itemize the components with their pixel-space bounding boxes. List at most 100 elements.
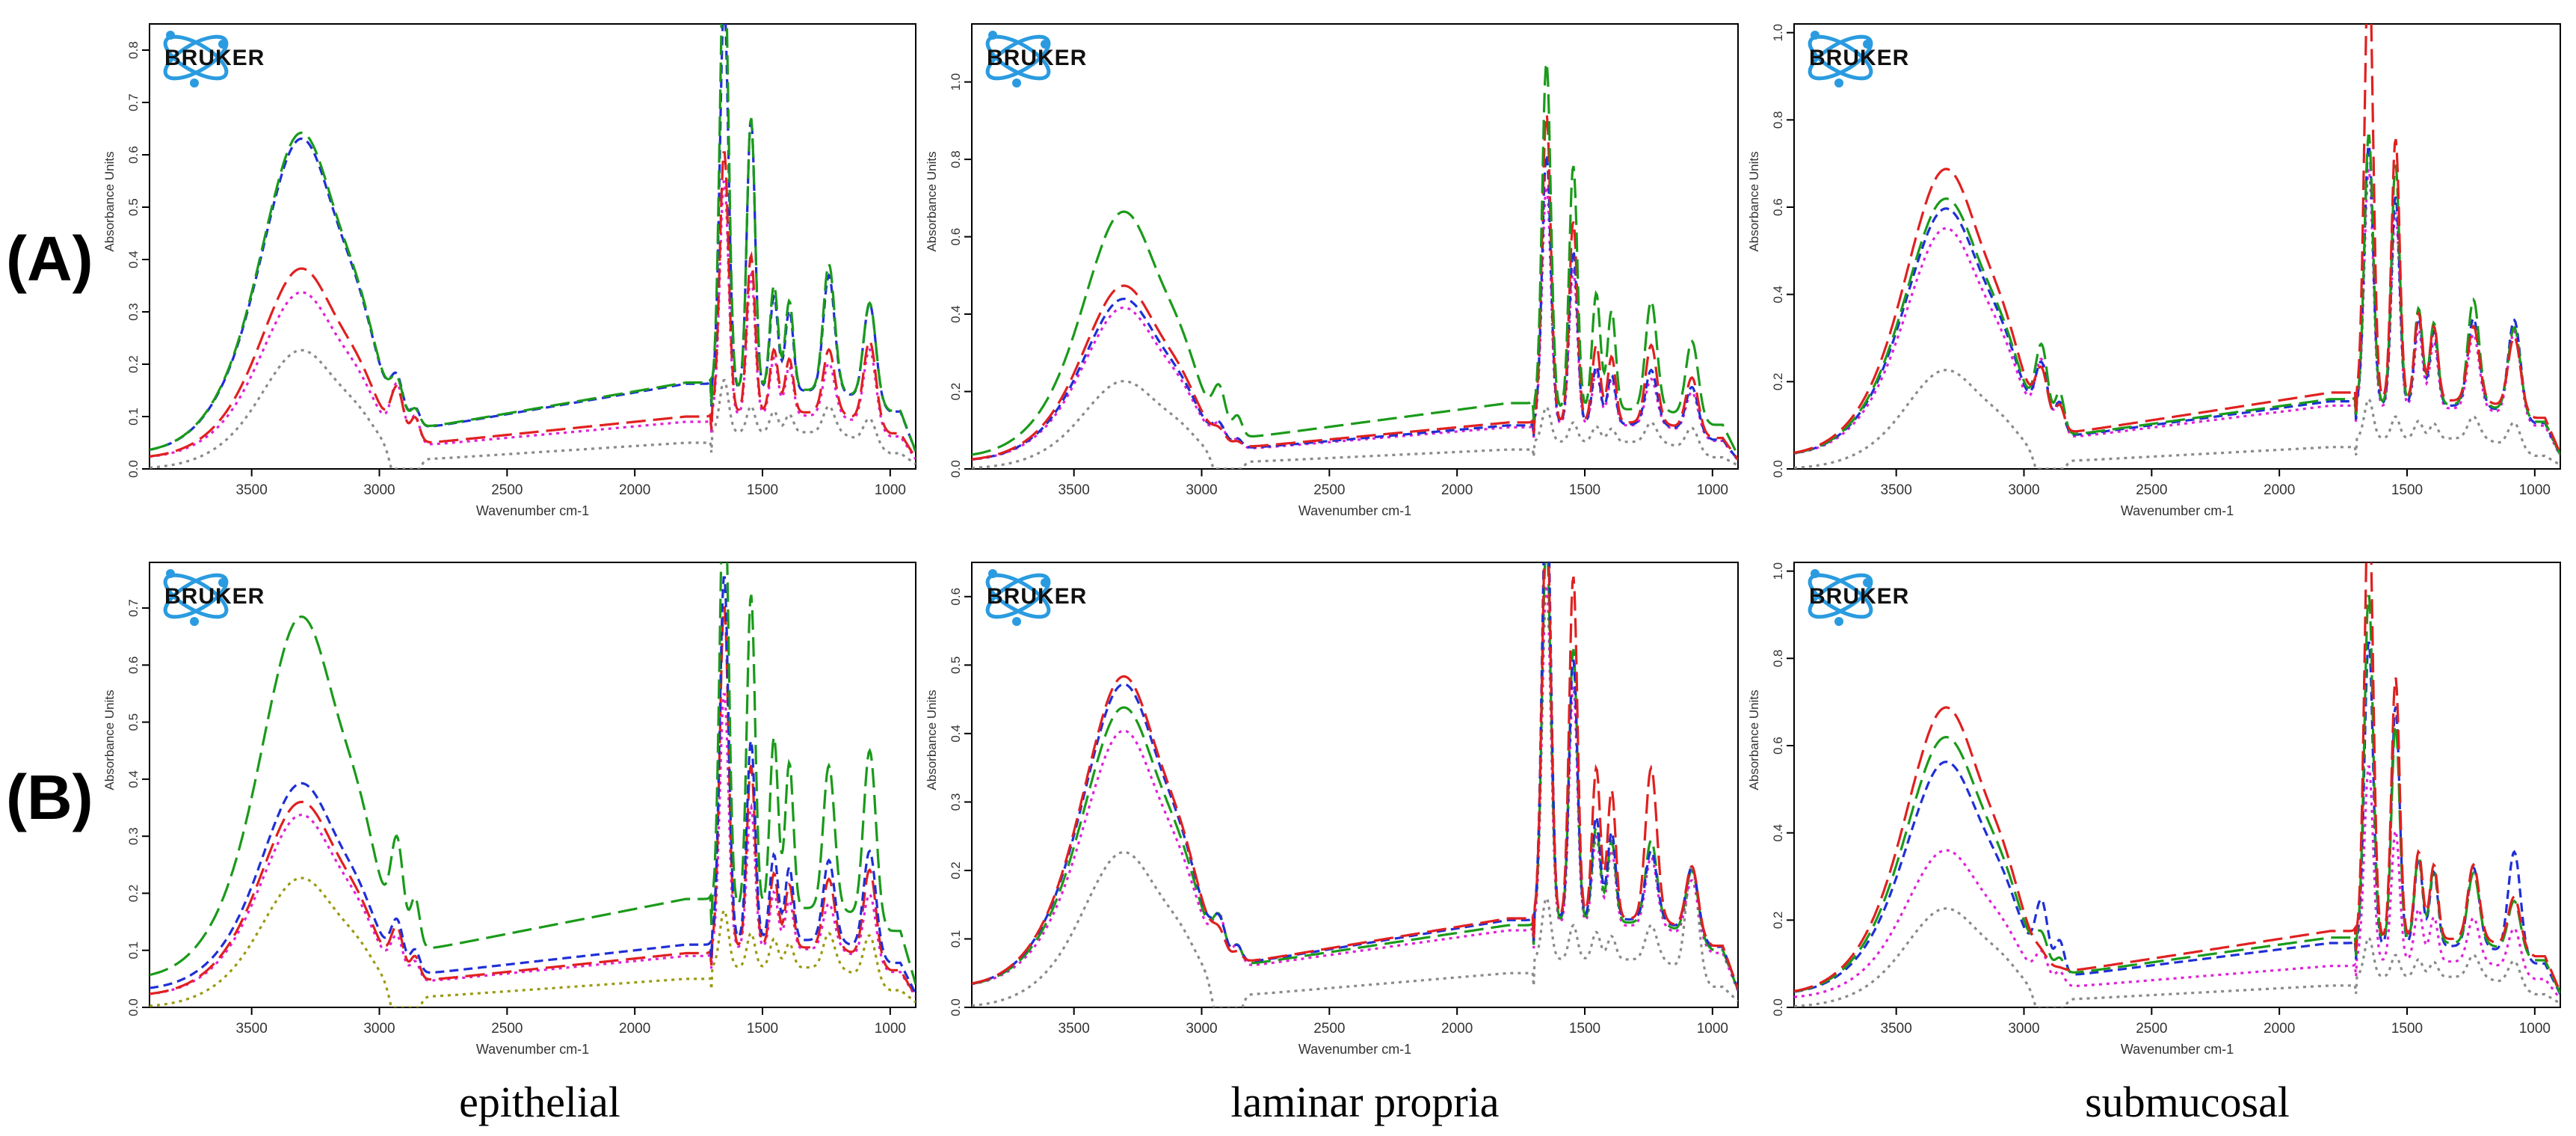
x-tick-label: 3500 bbox=[1881, 482, 1912, 498]
y-tick-label: 0.4 bbox=[126, 251, 141, 268]
column-label-epithelial: epithelial bbox=[459, 1078, 620, 1126]
bruker-logo-text: BRUKER bbox=[987, 584, 1087, 609]
y-tick-label: 0.0 bbox=[949, 998, 963, 1016]
x-tick-label: 3000 bbox=[2008, 1021, 2039, 1037]
x-tick-label: 2000 bbox=[1441, 1021, 1473, 1037]
y-tick-label: 0.2 bbox=[126, 355, 141, 373]
plot-frame bbox=[149, 23, 916, 470]
y-axis-label: Absorbance Units bbox=[925, 151, 939, 251]
chart-panel-A-submucosal: 3500 3000 2500 2000 1500 1000 Wavenumber cm-1 0… bbox=[1747, 23, 2561, 518]
y-tick-label: 0.6 bbox=[1771, 198, 1785, 216]
x-tick-label: 1500 bbox=[2391, 482, 2423, 498]
y-tick-label: 0.0 bbox=[126, 998, 141, 1016]
chart-panel-B-submucosal: 3500 3000 2500 2000 1500 1000 Wavenumber cm-1 0… bbox=[1747, 562, 2561, 1057]
x-tick-label: 2000 bbox=[2264, 1021, 2295, 1037]
y-tick-label: 1.0 bbox=[949, 73, 963, 91]
series-olive bbox=[150, 876, 916, 1007]
series-red bbox=[1794, 24, 2560, 455]
bruker-logo: BRUKER bbox=[163, 569, 264, 626]
x-tick-label: 2000 bbox=[2264, 482, 2295, 498]
y-tick-label: 0.2 bbox=[126, 885, 141, 903]
x-tick-label: 2000 bbox=[619, 1021, 650, 1037]
y-tick-label: 0.8 bbox=[949, 150, 963, 168]
y-tick-label: 0.5 bbox=[126, 713, 141, 731]
y-tick-label: 0.3 bbox=[126, 827, 141, 845]
series-gray bbox=[1794, 907, 2560, 1007]
x-tick-label: 3500 bbox=[1059, 1021, 1090, 1037]
bruker-logo: BRUKER bbox=[985, 569, 1087, 626]
x-axis-label: Wavenumber cm-1 bbox=[1298, 503, 1411, 518]
y-tick-label: 0.4 bbox=[1771, 286, 1785, 304]
series-green bbox=[150, 562, 916, 985]
x-tick-label: 1000 bbox=[2519, 482, 2551, 498]
x-tick-label: 3500 bbox=[236, 482, 268, 498]
y-axis-label: Absorbance Units bbox=[925, 690, 939, 790]
x-tick-label: 2000 bbox=[1441, 482, 1473, 498]
y-tick-label: 0.4 bbox=[126, 770, 141, 788]
x-axis-label: Wavenumber cm-1 bbox=[2121, 1042, 2234, 1057]
column-label-laminar-propria: laminar propria bbox=[1230, 1078, 1500, 1126]
row-label-b: (B) bbox=[6, 762, 93, 832]
y-tick-label: 0.6 bbox=[126, 656, 141, 674]
bruker-logo-text: BRUKER bbox=[1809, 584, 1909, 609]
series-magenta bbox=[1794, 168, 2560, 457]
x-axis-label: Wavenumber cm-1 bbox=[476, 503, 589, 518]
y-tick-label: 0.5 bbox=[949, 656, 963, 674]
y-tick-label: 0.4 bbox=[1771, 824, 1785, 842]
x-tick-label: 1500 bbox=[747, 482, 778, 498]
y-tick-label: 0.4 bbox=[949, 725, 963, 743]
series-red bbox=[972, 562, 1738, 989]
series-gray bbox=[1794, 369, 2560, 469]
y-tick-label: 0.1 bbox=[126, 942, 141, 960]
x-tick-label: 3500 bbox=[236, 1021, 268, 1037]
chart-panel-B-epithelial: 3500 3000 2500 2000 1500 1000 Wavenumber cm-1 0… bbox=[102, 562, 916, 1057]
plot-frame bbox=[971, 562, 1739, 1008]
plot-frame bbox=[1793, 562, 2561, 1008]
y-tick-label: 0.0 bbox=[1771, 998, 1785, 1016]
y-tick-label: 0.2 bbox=[1771, 373, 1785, 391]
y-tick-label: 0.3 bbox=[949, 793, 963, 811]
y-tick-label: 0.2 bbox=[949, 383, 963, 401]
series-red bbox=[972, 114, 1738, 461]
x-tick-label: 2500 bbox=[491, 1021, 523, 1037]
x-axis-label: Wavenumber cm-1 bbox=[2121, 503, 2234, 518]
x-axis-label: Wavenumber cm-1 bbox=[476, 1042, 589, 1057]
series-red bbox=[150, 606, 916, 997]
y-tick-label: 0.5 bbox=[126, 198, 141, 216]
x-tick-label: 3000 bbox=[2008, 482, 2039, 498]
series-magenta bbox=[1794, 765, 2560, 1000]
x-tick-label: 3000 bbox=[1186, 1021, 1217, 1037]
y-axis-label: Absorbance Units bbox=[1747, 151, 1761, 251]
x-tick-label: 1500 bbox=[747, 1021, 778, 1037]
bruker-logo-text: BRUKER bbox=[164, 46, 265, 70]
x-tick-label: 3000 bbox=[1186, 482, 1217, 498]
series-red bbox=[1794, 562, 2560, 993]
series-gray bbox=[972, 850, 1738, 1007]
x-tick-label: 3500 bbox=[1881, 1021, 1912, 1037]
series-blue bbox=[972, 154, 1738, 461]
y-tick-label: 0.1 bbox=[126, 408, 141, 426]
x-tick-label: 2500 bbox=[491, 482, 523, 498]
y-axis-label: Absorbance Units bbox=[1747, 690, 1761, 790]
bruker-logo-text: BRUKER bbox=[987, 46, 1087, 70]
bruker-logo: BRUKER bbox=[1808, 569, 1909, 626]
y-tick-label: 0.1 bbox=[949, 930, 963, 948]
y-tick-label: 0.3 bbox=[126, 303, 141, 321]
y-tick-label: 0.6 bbox=[1771, 737, 1785, 755]
x-tick-label: 1000 bbox=[1697, 482, 1728, 498]
x-tick-label: 2500 bbox=[2136, 482, 2167, 498]
x-axis-label: Wavenumber cm-1 bbox=[1298, 1042, 1411, 1057]
x-tick-label: 1000 bbox=[1697, 1021, 1728, 1037]
y-tick-label: 0.7 bbox=[126, 599, 141, 617]
x-tick-label: 1000 bbox=[2519, 1021, 2551, 1037]
column-label-submucosal: submucosal bbox=[2085, 1078, 2290, 1126]
row-label-a: (A) bbox=[6, 224, 93, 294]
y-tick-label: 0.0 bbox=[126, 460, 141, 478]
chart-panel-A-epithelial: 3500 3000 2500 2000 1500 1000 Wavenumber cm-1 0… bbox=[102, 23, 916, 518]
series-green bbox=[972, 62, 1738, 457]
x-tick-label: 1000 bbox=[875, 1021, 906, 1037]
x-tick-label: 1500 bbox=[1569, 1021, 1600, 1037]
y-tick-label: 0.0 bbox=[949, 460, 963, 478]
